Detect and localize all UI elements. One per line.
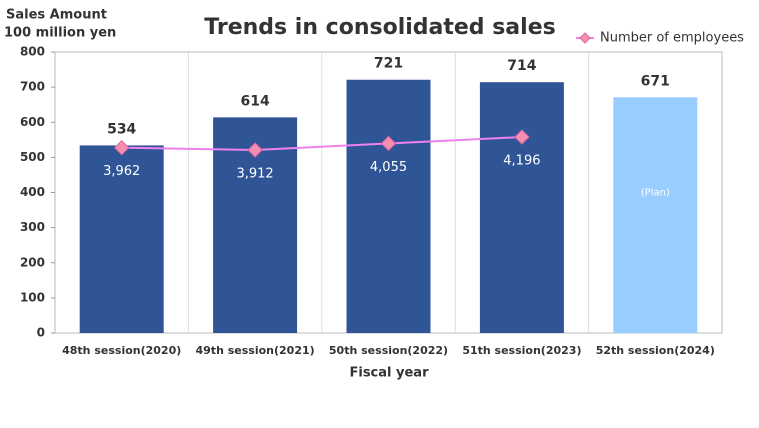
bar-value-label: 614 <box>240 93 269 109</box>
legend-marker <box>579 32 591 44</box>
x-tick-label: 48th session(2020) <box>62 344 181 357</box>
x-tick-label: 52th session(2024) <box>596 344 715 357</box>
point-value-label: 3,962 <box>103 164 140 179</box>
y-tick-label: 400 <box>20 185 45 199</box>
point-value-label: 4,196 <box>503 154 540 169</box>
line <box>121 136 522 151</box>
point-value-label: 3,912 <box>236 166 273 181</box>
bar-value-label: 714 <box>507 58 536 74</box>
y-tick-label: 0 <box>37 326 45 340</box>
bar-value-label: 721 <box>374 56 403 72</box>
x-tick-label: 51th session(2023) <box>462 344 581 357</box>
y-tick-label: 800 <box>20 45 45 59</box>
annotation: (Plan) <box>641 188 670 199</box>
line-marker <box>380 135 397 152</box>
bar <box>613 97 698 333</box>
line-marker <box>247 142 263 158</box>
y-tick-label: 200 <box>20 255 45 269</box>
y-tick-label: 100 <box>20 290 45 304</box>
x-tick-label: 49th session(2021) <box>196 344 315 357</box>
bar <box>346 79 431 333</box>
y-axis-title: 100 million yen <box>4 26 116 41</box>
y-tick-label: 600 <box>20 115 45 129</box>
y-tick-label: 700 <box>20 80 45 94</box>
y-tick-label: 500 <box>20 150 45 164</box>
point-value-label: 4,055 <box>370 160 407 175</box>
bar-value-label: 671 <box>641 73 670 89</box>
legend-label: Number of employees <box>600 31 744 46</box>
bar <box>79 145 164 333</box>
y-axis-title: Sales Amount <box>6 8 107 23</box>
x-axis-title: Fiscal year <box>349 366 429 381</box>
x-tick-label: 50th session(2022) <box>329 344 448 357</box>
chart-title: Trends in consolidated sales <box>204 15 555 40</box>
line-marker <box>514 129 530 145</box>
bar-value-label: 534 <box>107 121 136 137</box>
y-tick-label: 300 <box>20 220 45 234</box>
bar <box>479 82 564 334</box>
line-marker <box>113 139 130 156</box>
